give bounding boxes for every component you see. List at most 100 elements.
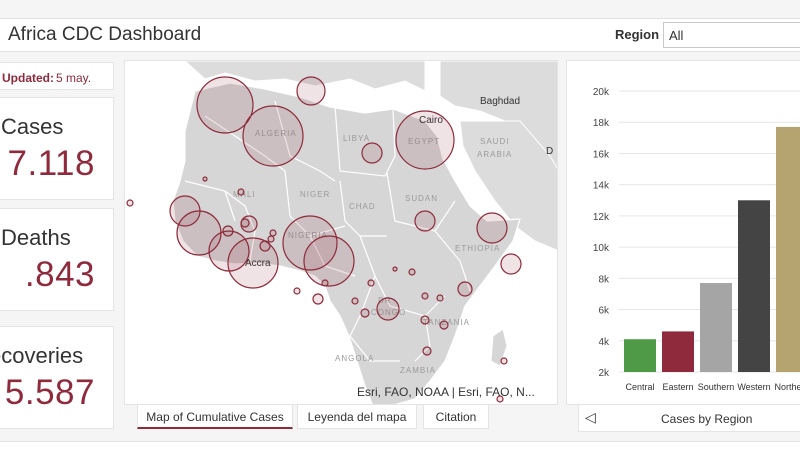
deaths-value: .843 [24,255,95,294]
case-bubble[interactable] [303,235,355,287]
tab-map-of-cumulative-cases[interactable]: Map of Cumulative Cases [137,404,293,429]
case-bubble[interactable] [360,308,370,318]
case-bubble[interactable] [237,188,245,196]
map-label: TANZANIA [423,318,470,327]
case-bubble[interactable] [421,292,429,300]
chart-panel: 2k 4k 6k 8k 10k 12k 14k 16k 18k 20k Central Eastern… [566,60,800,405]
case-bubble[interactable] [196,76,254,134]
map-label: ALGERIA [255,129,297,138]
updated-label: Updated: [2,71,54,85]
y-tick-label: 18k [593,118,610,129]
deaths-card: Deaths .843 [0,208,114,311]
map-label: DR [378,296,392,305]
bar-central[interactable] [624,339,656,372]
x-tick-label: Northern [774,382,800,392]
case-bubble[interactable] [439,320,449,330]
x-tick-label: Western [737,382,770,392]
recoveries-label: ecoveries [0,343,84,368]
map-label: CHAD [349,202,376,211]
map-label: NIGERIA [288,231,328,240]
header-bar: Africa CDC Dashboard Region All [0,18,800,52]
case-bubble[interactable] [414,210,436,232]
cases-card: Cases 7.118 [0,97,114,200]
case-bubble[interactable] [312,293,324,305]
cases-label: Cases [1,114,64,139]
map-label: SUDAN [405,194,438,203]
case-bubble[interactable] [321,279,329,287]
case-bubble[interactable] [269,229,277,237]
map-label: MALI [233,190,256,199]
bar-eastern[interactable] [662,331,694,372]
map-label: CONGO [371,308,406,317]
y-tick-label: 14k [593,181,610,192]
case-bubble[interactable] [202,176,208,182]
case-bubble[interactable] [126,199,134,207]
chart-caption: Cases by Region [661,412,753,426]
map-panel[interactable]: ALGERIA LIBYA EGYPT SAUDI ARABIA MALI NI… [124,60,558,405]
map-attribution: Esri, FAO, NOAA | Esri, FAO, N... [357,385,535,399]
bar-western[interactable] [738,200,770,372]
case-bubble[interactable] [500,357,508,365]
case-bubble[interactable] [457,281,473,297]
case-bubble[interactable] [367,279,375,287]
case-bubble[interactable] [420,315,430,325]
updated-card: Updated: 5 may. [0,62,114,90]
y-tick-label: 6k [598,306,610,317]
chevron-left-icon[interactable]: ◁ [585,409,596,425]
region-label: Region [615,27,660,42]
case-bubble[interactable] [296,76,326,106]
deaths-label: Deaths [1,225,71,250]
y-tick-label: 12k [593,212,610,223]
case-bubble[interactable] [500,253,522,275]
x-tick-label: Southern [698,382,735,392]
x-tick-label: Eastern [662,382,693,392]
case-bubble[interactable] [282,215,338,271]
case-bubble[interactable] [293,287,301,295]
y-tick-label: 20k [593,87,610,98]
map-label: ANGOLA [335,354,374,363]
case-bubble[interactable] [496,395,504,403]
map-label: ZAMBIA [400,366,436,375]
map-label: ARABIA [477,150,512,159]
y-tick-label: 10k [593,243,610,254]
bar-northern[interactable] [776,126,800,373]
page-title: Africa CDC Dashboard [8,24,202,45]
case-bubble[interactable] [222,225,234,237]
case-bubble[interactable] [376,297,400,321]
bottom-bar [0,441,800,450]
map-label: LIBYA [343,134,370,143]
map-canvas[interactable]: ALGERIA LIBYA EGYPT SAUDI ARABIA MALI NI… [125,61,558,405]
map-label: NIGER [300,190,330,199]
case-bubble[interactable] [395,110,455,170]
case-bubble[interactable] [267,235,275,243]
x-tick-label: Central [625,382,654,392]
y-tick-label: 16k [593,149,610,160]
case-bubble[interactable] [422,346,432,356]
case-bubble[interactable] [351,297,359,305]
map-label: SAUDI [480,137,509,146]
y-tick-label: 2k [598,368,610,379]
case-bubble[interactable] [240,218,250,228]
case-bubble[interactable] [408,268,416,276]
recoveries-card: ecoveries 5.587 [0,326,114,429]
case-bubble[interactable] [361,142,383,164]
y-tick-label: 8k [598,274,610,285]
case-bubbles [126,76,522,403]
region-select[interactable]: All [663,22,800,48]
case-bubble[interactable] [436,294,444,302]
city-label: Cairo [419,115,443,126]
case-bubble[interactable] [392,266,398,272]
map-label: ETHIOPIA [455,244,500,253]
case-bubble[interactable] [476,212,508,244]
updated-value: 5 may. [56,71,92,85]
tab-map-legend[interactable]: Leyenda del mapa [297,404,417,429]
case-bubble[interactable] [259,240,271,252]
case-bubble[interactable] [242,105,304,167]
cases-by-region-chart: 2k 4k 6k 8k 10k 12k 14k 16k 18k 20k Central Eastern… [593,87,800,392]
chart-footer: ◁ Cases by Region [578,404,800,432]
city-label: Baghdad [480,96,520,107]
bar-southern[interactable] [700,283,732,372]
tab-citation[interactable]: Citation [423,404,489,429]
y-tick-label: 4k [598,337,610,348]
